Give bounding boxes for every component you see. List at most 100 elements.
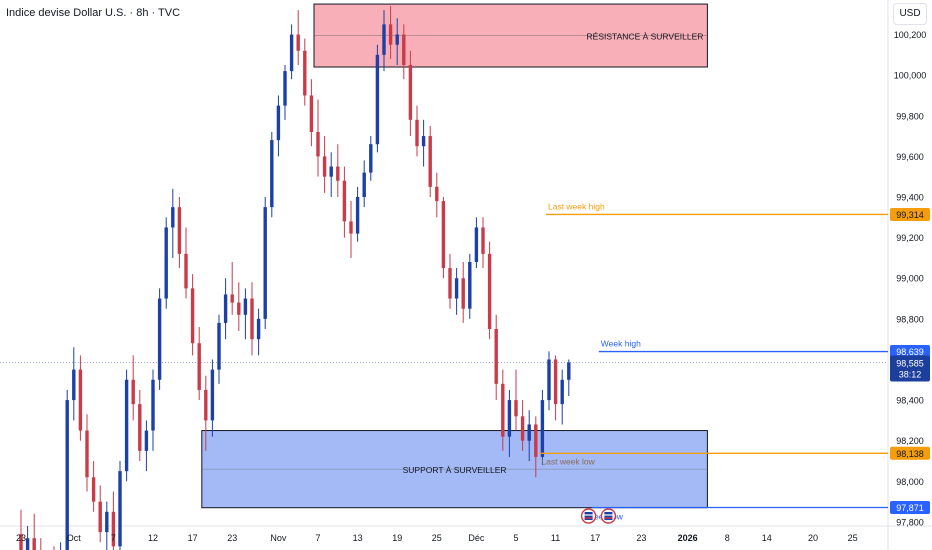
level-price-tag (890, 345, 930, 359)
x-tick-label: Nov (270, 533, 287, 543)
candle (336, 144, 340, 197)
candle (184, 227, 188, 299)
x-tick-label: 20 (808, 533, 818, 543)
candle-body (322, 156, 327, 177)
candle-body (534, 424, 538, 457)
y-tick-label: 99,800 (896, 111, 924, 121)
candle (448, 253, 452, 309)
candle-body (547, 359, 551, 401)
candle-body (481, 227, 485, 254)
candle (441, 196, 446, 279)
candle (527, 410, 531, 462)
x-tick-label: 5 (513, 533, 518, 543)
candle-body (527, 424, 531, 441)
candle (355, 186, 360, 242)
candle-body (91, 477, 96, 502)
candle (487, 241, 492, 340)
candle-body (540, 400, 545, 457)
candle (223, 278, 228, 340)
x-tick-label: 12 (148, 533, 158, 543)
candle (151, 369, 155, 451)
x-tick-label: 8 (725, 533, 730, 543)
candle-body (190, 288, 195, 344)
candle-body (342, 180, 347, 222)
candle (91, 461, 96, 512)
candle-body (283, 71, 287, 106)
candle-body (65, 400, 69, 550)
x-tick-label: 23 (16, 533, 26, 543)
candle (283, 64, 287, 120)
support-zone-label: SUPPORT À SURVEILLER (403, 465, 507, 475)
candle (190, 274, 195, 356)
candle (237, 282, 241, 332)
candle (501, 369, 505, 451)
candle-body (296, 34, 300, 51)
y-tick-label: 100,200 (894, 30, 927, 40)
candle (197, 326, 201, 401)
y-tick-label: 99,600 (896, 152, 924, 162)
candle (342, 166, 347, 238)
candle (514, 369, 518, 431)
candle (553, 355, 558, 421)
candle-body (184, 253, 188, 289)
x-tick-label: Oct (67, 533, 82, 543)
candle (520, 400, 525, 451)
level-label: Last week high (548, 201, 605, 211)
candle-body (171, 207, 175, 228)
candle-body (520, 416, 525, 441)
candle (256, 308, 261, 356)
candle (217, 314, 221, 384)
candle (369, 136, 373, 181)
candle (408, 50, 413, 137)
level-label: Week high (601, 339, 641, 349)
x-tick-label: Déc (468, 533, 485, 543)
candle-body (276, 105, 281, 141)
candle (316, 99, 320, 177)
candle (210, 359, 215, 437)
candle-body (157, 298, 162, 380)
y-tick-label: 98,000 (896, 477, 924, 487)
candle (65, 389, 69, 550)
candle (111, 491, 116, 550)
candle-body (395, 34, 399, 45)
level-price-tag-label: 97,871 (896, 503, 924, 513)
candle-body (138, 404, 142, 451)
y-tick-label: 98,200 (896, 436, 924, 446)
x-tick-label: 23 (227, 533, 237, 543)
candle-body (421, 136, 426, 147)
candle-body (494, 329, 498, 384)
candle-body (382, 24, 386, 55)
candle-body (197, 343, 201, 390)
candle (270, 132, 274, 218)
level-price-tag (890, 207, 930, 221)
y-tick-label: 98,800 (896, 314, 924, 324)
candle-body (487, 253, 492, 330)
candle (144, 420, 149, 472)
candle-body (448, 268, 452, 299)
candle-body (151, 379, 155, 431)
candle-body (223, 294, 228, 323)
candle (547, 351, 551, 411)
candle (157, 288, 162, 390)
x-tick-label: 11 (551, 533, 560, 543)
last-price-label: 98,585 (896, 359, 924, 369)
y-tick-label: 98,400 (896, 396, 924, 406)
candle-body (468, 261, 472, 309)
candle (454, 268, 459, 315)
y-tick-label: 100,000 (894, 71, 927, 81)
event-flag-icon (600, 508, 617, 524)
chart-title: Indice devise Dollar U.S. · 8h · TVC (6, 7, 181, 19)
candle-body (131, 379, 135, 405)
candle (303, 38, 307, 106)
candle (435, 172, 439, 218)
candle (276, 95, 281, 157)
candle (402, 24, 406, 80)
candle-body (204, 389, 208, 421)
candle-body (177, 207, 182, 254)
currency-button[interactable]: USD (893, 3, 927, 25)
candle-body (441, 201, 446, 269)
candle (171, 188, 175, 258)
candle-body (217, 322, 221, 370)
candle (131, 355, 135, 421)
